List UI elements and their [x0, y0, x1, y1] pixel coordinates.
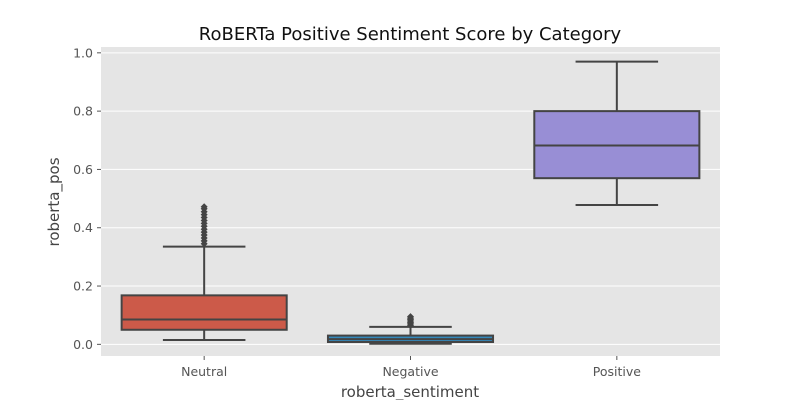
- y-tick-label: 0.2: [73, 279, 93, 294]
- outlier-point: [407, 313, 414, 321]
- y-tick-label: 0.4: [73, 220, 93, 235]
- y-axis-label: roberta_pos: [45, 157, 64, 246]
- y-ticks: 0.0 0.2 0.4 0.6 0.8 1.0: [73, 45, 101, 352]
- outlier-point: [200, 203, 208, 211]
- box-iqr: [120, 294, 288, 331]
- y-tick-label: 1.0: [73, 45, 93, 60]
- box-layer: [120, 60, 701, 345]
- x-ticks: Neutral Negative Positive: [181, 356, 641, 379]
- x-tick-label-neutral: Neutral: [181, 364, 227, 379]
- x-tick-label-positive: Positive: [593, 364, 641, 379]
- box-neutral: [120, 203, 288, 341]
- y-tick-label: 0.6: [73, 162, 93, 177]
- x-axis-label: roberta_sentiment: [341, 383, 479, 400]
- chart-title: RoBERTa Positive Sentiment Score by Cate…: [199, 24, 622, 45]
- box-negative: [326, 313, 495, 345]
- box-positive: [533, 60, 701, 206]
- y-tick-label: 0.0: [73, 337, 93, 352]
- y-tick-label: 0.8: [73, 104, 93, 119]
- x-tick-label-negative: Negative: [382, 364, 438, 379]
